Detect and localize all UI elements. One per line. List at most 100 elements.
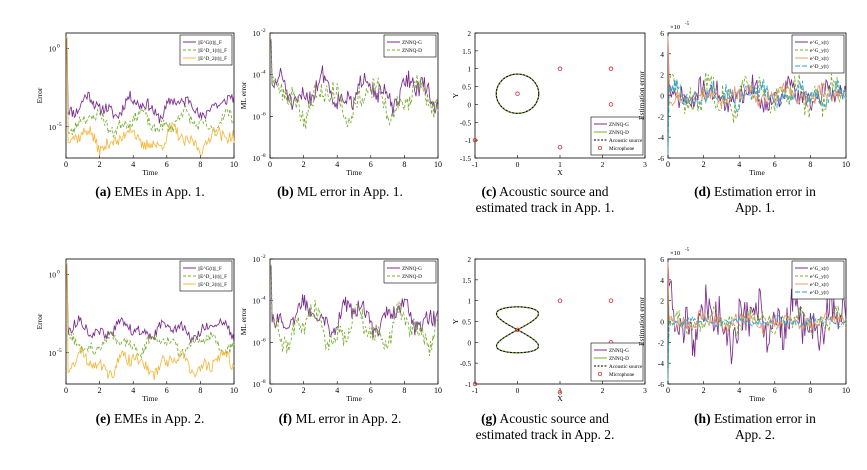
legend-box	[791, 34, 845, 74]
caption-a: (a) EMEs in App. 1.	[60, 184, 240, 200]
y-tick-label: 10	[253, 297, 261, 306]
legend-entry: Acoustic source	[609, 364, 643, 370]
y-tick-label: 1	[468, 298, 472, 306]
series-line-0	[66, 37, 235, 124]
legend-box	[590, 342, 644, 382]
y-axis-label: Y	[451, 318, 460, 324]
x-tick-label: 2	[98, 160, 102, 169]
legend-entry: ZNNQ-G	[609, 122, 629, 128]
y-tick-label: 0.5	[462, 319, 471, 327]
y-tick-label: 10	[253, 255, 261, 264]
x-tick-label: 1	[558, 160, 562, 169]
y-tick-label: -0.5	[460, 119, 472, 127]
x-tick-label: 8	[198, 160, 202, 169]
x-tick-label: 6	[165, 386, 169, 395]
x-axis-label: X	[557, 394, 563, 403]
legend-entry: e^D_x(t)	[810, 55, 829, 62]
legend-entry: ZNNQ-G	[609, 348, 629, 354]
y-multiplier: ×10	[670, 24, 680, 31]
caption-h-label: (h)	[694, 411, 711, 426]
track-znnq-d	[495, 306, 540, 354]
caption-c: (c) Acoustic source and estimated track …	[470, 184, 620, 216]
x-tick-label: 4	[335, 160, 339, 169]
y-axis-label: Estimation error	[637, 297, 646, 346]
x-tick-label: 8	[402, 160, 406, 169]
y-tick-label: 2	[468, 256, 472, 264]
legend-entry: ZNNQ-D	[402, 48, 422, 54]
caption-b-text: ML error in App. 1.	[296, 184, 403, 199]
legend-marker-microphone	[597, 371, 603, 377]
legend-box	[590, 116, 644, 156]
y-tick-label: -6	[658, 380, 664, 389]
x-tick-label: 4	[131, 160, 135, 169]
y-tick-label: 10	[253, 29, 261, 38]
x-tick-label: 0	[64, 160, 68, 169]
x-tick-label: 2	[302, 386, 306, 395]
y-tick-label: 0	[468, 101, 472, 109]
y-tick-exponent: -8	[261, 379, 266, 385]
y-tick-exponent: -4	[261, 296, 266, 302]
x-tick-label: 2	[702, 160, 706, 169]
y-tick-exponent: 0	[57, 44, 60, 50]
y-tick-label: -0.5	[460, 360, 472, 368]
caption-g: (g) Acoustic source and estimated track …	[470, 411, 620, 443]
microphone-marker-0	[515, 91, 520, 96]
legend-entry: Microphone	[609, 372, 635, 378]
legend-box	[383, 34, 437, 58]
y-tick-label: 1	[468, 66, 472, 74]
x-tick-label: 4	[335, 386, 339, 395]
x-axis-label: Time	[749, 168, 765, 177]
x-tick-label: 4	[737, 160, 741, 169]
x-tick-label: 2	[702, 386, 706, 395]
microphone-marker-0	[515, 327, 520, 333]
y-tick-label: 6	[660, 255, 664, 264]
legend-box	[383, 260, 437, 284]
x-tick-label: 8	[808, 386, 812, 395]
y-tick-label: 0.5	[462, 84, 471, 92]
series-line-1	[270, 38, 439, 130]
y-tick-exponent: -6	[261, 111, 266, 117]
legend-entry: e^D_x(t)	[810, 281, 829, 288]
x-axis-label: Time	[142, 168, 158, 177]
series-line-1	[667, 305, 847, 381]
microphone-marker-1	[557, 66, 563, 71]
series-line-2	[667, 36, 847, 108]
x-tick-label: -1	[472, 160, 478, 169]
axes-frame	[65, 258, 235, 385]
series-line-2	[667, 262, 847, 335]
y-tick-exponent: -4	[261, 70, 266, 76]
y-tick-exponent: -2	[261, 28, 266, 34]
legend-entry: ZNNQ-D	[609, 356, 629, 362]
y-tick-label: 0	[660, 92, 664, 101]
microphone-marker-2	[608, 66, 614, 71]
microphone-marker-5	[472, 137, 478, 143]
legend-entry: ZNNQ-G	[402, 266, 422, 272]
legend-entry: e^D_y(t)	[810, 63, 829, 70]
track-acoustic-source	[495, 73, 540, 114]
y-tick-label: 4	[660, 276, 664, 285]
x-tick-label: 2	[302, 160, 306, 169]
x-tick-label: 10	[230, 386, 238, 395]
x-tick-label: 10	[230, 160, 238, 169]
caption-a-label: (a)	[95, 184, 111, 199]
x-tick-label: 10	[842, 386, 850, 395]
x-axis-label: X	[557, 168, 563, 177]
series-line-2	[66, 37, 235, 157]
x-tick-label: 0	[666, 160, 670, 169]
legend-entry: ||E^D_2(t)||_F	[198, 55, 227, 62]
x-tick-label: 0	[516, 160, 520, 169]
caption-c-label: (c)	[481, 184, 497, 199]
legend-entry: ||E^D_2(t)||_F	[198, 281, 227, 288]
caption-g-text: Acoustic source and estimated track in A…	[475, 411, 615, 442]
y-tick-label: -4	[658, 133, 664, 142]
x-axis-label: Time	[142, 394, 158, 403]
y-tick-label: -1	[465, 137, 471, 145]
y-tick-label: 10	[49, 271, 57, 280]
y-tick-exponent: -8	[261, 153, 266, 159]
series-line-1	[66, 37, 235, 138]
microphone-marker-1	[557, 298, 563, 303]
legend-entry: ||E^D_1(t)||_F	[198, 47, 227, 54]
